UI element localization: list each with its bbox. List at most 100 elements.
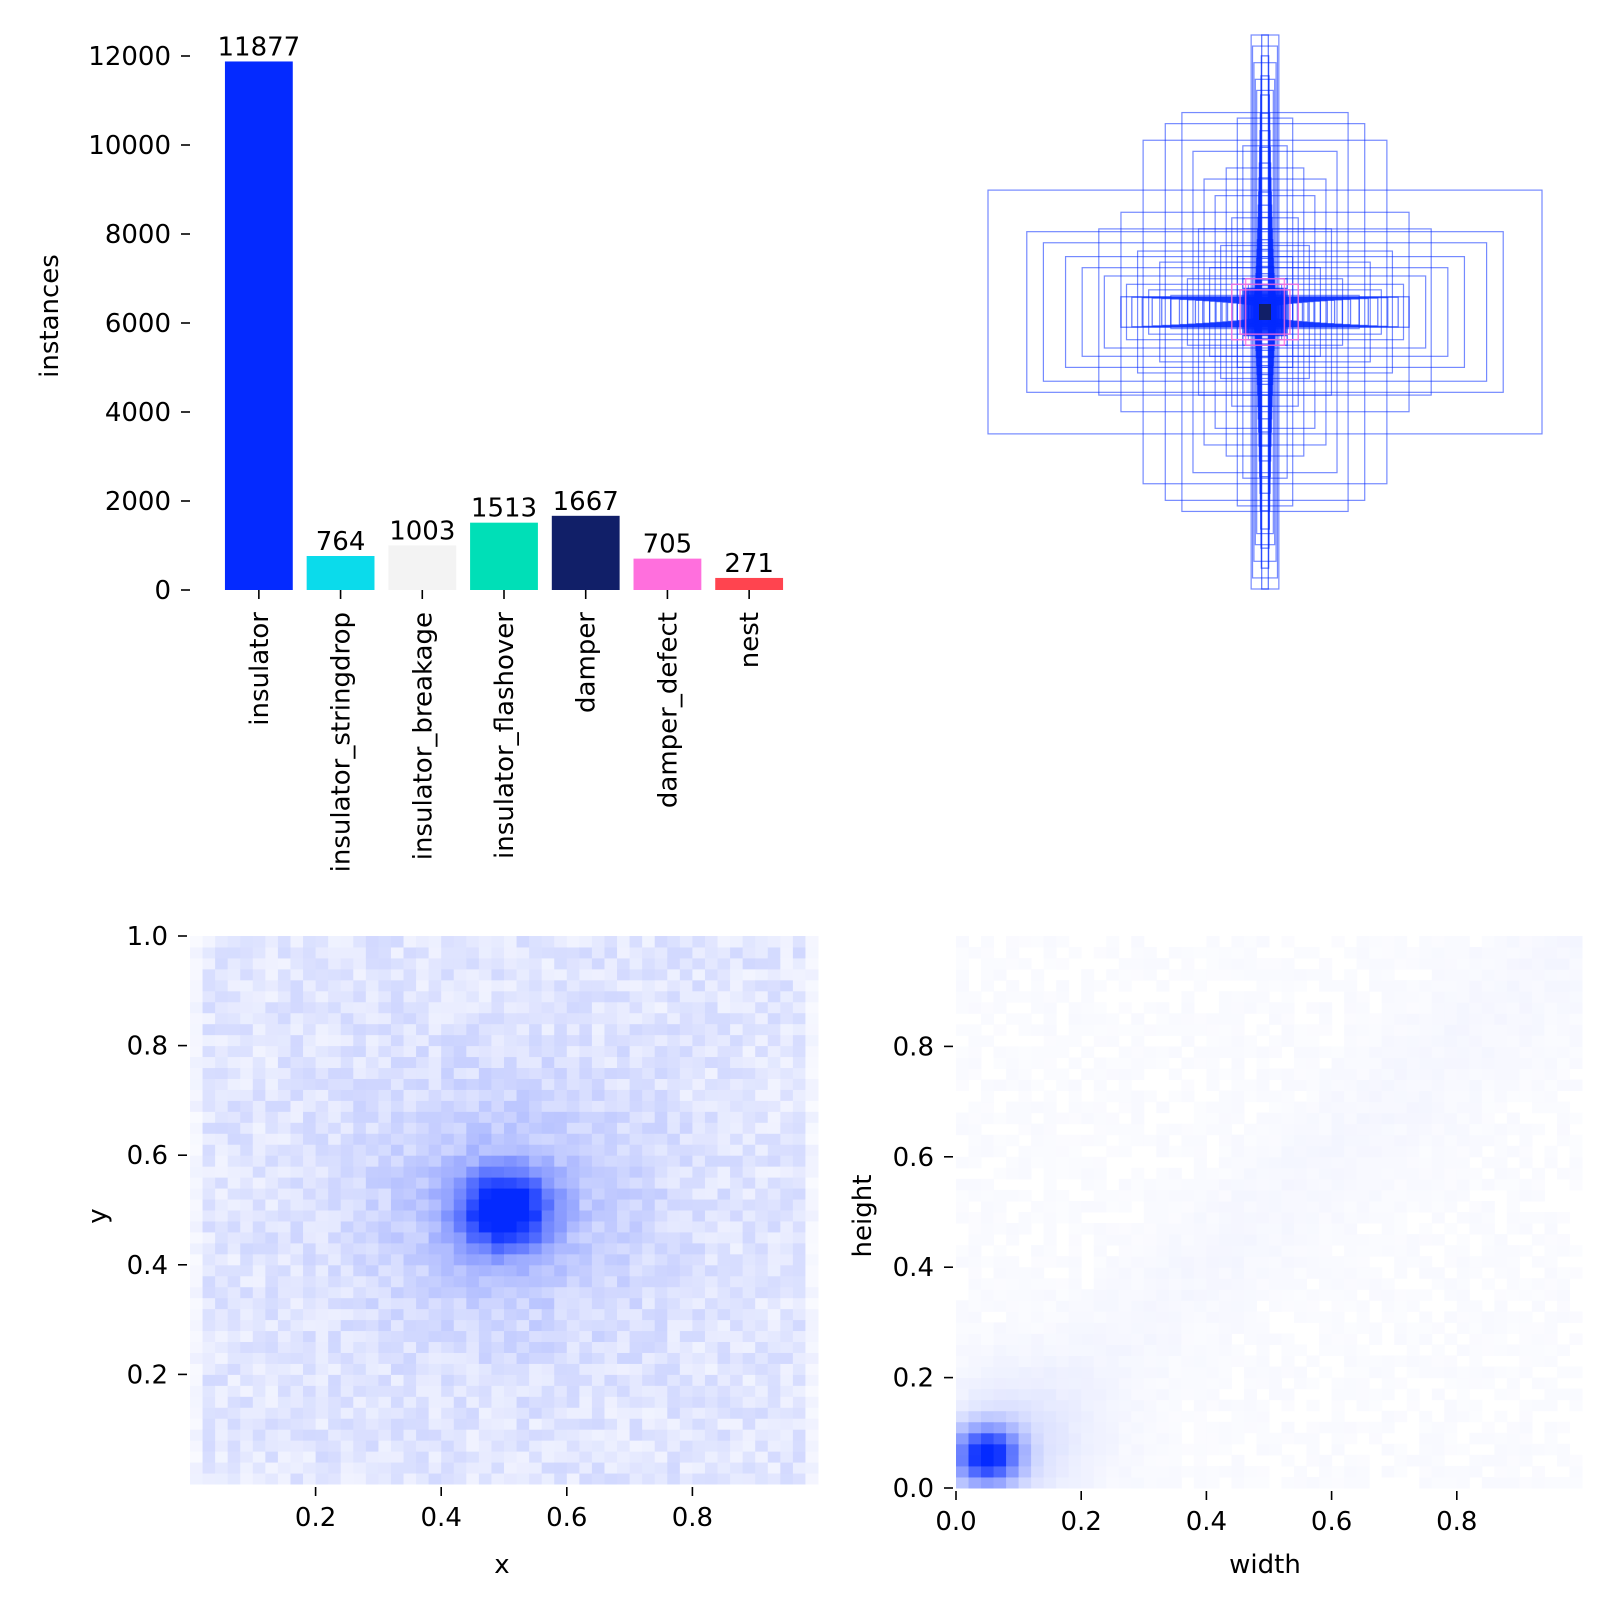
heatmap-cell bbox=[390, 1231, 405, 1244]
heatmap-cell bbox=[604, 1144, 618, 1156]
heatmap-cell bbox=[478, 1045, 492, 1058]
heatmap-cell bbox=[692, 1264, 706, 1277]
heatmap-cell bbox=[591, 1133, 605, 1145]
heatmap-cell bbox=[566, 1177, 580, 1189]
heatmap-cell bbox=[1218, 1101, 1232, 1114]
heatmap-cell bbox=[1118, 969, 1132, 981]
heatmap-cell bbox=[654, 1418, 668, 1430]
heatmap-cell bbox=[993, 1399, 1007, 1412]
heatmap-cell bbox=[667, 1253, 681, 1266]
heatmap-cell bbox=[504, 1352, 518, 1364]
heatmap-cell bbox=[315, 1220, 329, 1233]
heatmap-cell bbox=[478, 1297, 492, 1310]
heatmap-cell bbox=[491, 1286, 505, 1299]
heatmap-cell bbox=[504, 1451, 518, 1463]
heatmap-cell bbox=[453, 1418, 467, 1430]
heatmap-cell bbox=[554, 1253, 568, 1266]
heatmap-cell bbox=[1306, 1200, 1320, 1213]
heatmap-cell bbox=[767, 1177, 781, 1189]
heatmap-cell bbox=[1306, 1300, 1320, 1312]
heatmap-cell bbox=[215, 1067, 229, 1079]
heatmap-cell bbox=[1006, 1079, 1020, 1092]
heatmap-cell bbox=[1056, 1322, 1070, 1334]
heatmap-cell bbox=[617, 1242, 631, 1255]
heatmap-cell bbox=[1043, 1123, 1057, 1136]
heatmap-cell bbox=[1193, 1212, 1207, 1224]
heatmap-cell bbox=[792, 1056, 806, 1069]
heatmap-cell bbox=[215, 1253, 229, 1266]
heatmap-cell bbox=[679, 979, 693, 992]
heatmap-cell bbox=[1531, 1178, 1545, 1191]
heatmap-cell bbox=[554, 1166, 568, 1178]
heatmap-cell bbox=[554, 1133, 568, 1145]
heatmap-cell bbox=[240, 1473, 254, 1485]
heatmap-cell bbox=[956, 1311, 970, 1323]
heatmap-cell bbox=[1081, 1344, 1095, 1357]
heatmap-cell bbox=[1281, 1212, 1295, 1224]
heatmap-cell bbox=[617, 1451, 631, 1463]
heatmap-cell bbox=[1519, 1002, 1533, 1014]
heatmap-cell bbox=[353, 1264, 367, 1277]
heatmap-cell bbox=[1331, 1278, 1345, 1290]
heatmap-cell bbox=[529, 1133, 543, 1145]
heatmap-cell bbox=[642, 990, 656, 1003]
heatmap-cell bbox=[1243, 1267, 1257, 1279]
heatmap-cell bbox=[1456, 1300, 1470, 1312]
heatmap-cell bbox=[466, 1319, 480, 1332]
heatmap-cell bbox=[554, 1111, 568, 1123]
heatmap-cell bbox=[491, 1363, 505, 1375]
heatmap-cell bbox=[328, 936, 342, 948]
heatmap-cell bbox=[290, 1242, 304, 1255]
heatmap-cell bbox=[1156, 1013, 1170, 1025]
heatmap-cell bbox=[604, 1352, 618, 1364]
heatmap-cell bbox=[1256, 1068, 1270, 1081]
heatmap-cell bbox=[328, 1210, 342, 1222]
x-tick-label: 0.8 bbox=[672, 1503, 713, 1533]
heatmap-cell bbox=[1043, 1322, 1057, 1334]
heatmap-cell bbox=[516, 1352, 530, 1364]
heatmap-cell bbox=[1131, 1068, 1145, 1081]
heatmap-cell bbox=[1106, 1377, 1120, 1390]
heatmap-cell bbox=[365, 1451, 379, 1463]
heatmap-cell bbox=[1131, 1112, 1145, 1125]
heatmap-cell bbox=[554, 936, 568, 948]
heatmap-cell bbox=[1519, 1410, 1533, 1423]
heatmap-cell bbox=[780, 1166, 794, 1178]
heatmap-cell bbox=[277, 990, 291, 1003]
heatmap-cell bbox=[730, 1210, 744, 1222]
heatmap-cell bbox=[956, 1322, 970, 1334]
heatmap-cell bbox=[390, 1253, 405, 1266]
heatmap-cell bbox=[1294, 1035, 1308, 1047]
heatmap-cell bbox=[1444, 1432, 1458, 1445]
heatmap-cell bbox=[1419, 1189, 1433, 1202]
heatmap-cell bbox=[541, 1286, 555, 1299]
heatmap-cell bbox=[215, 1341, 229, 1353]
heatmap-cell bbox=[792, 1374, 806, 1386]
heatmap-cell bbox=[767, 1078, 781, 1090]
heatmap-cell bbox=[240, 1144, 254, 1156]
heatmap-cell bbox=[1006, 991, 1020, 1003]
heatmap-cell bbox=[390, 1330, 405, 1343]
heatmap-cell bbox=[604, 1319, 618, 1332]
heatmap-cell bbox=[1306, 1289, 1320, 1301]
heatmap-cell bbox=[441, 1210, 455, 1222]
heatmap-cell bbox=[441, 1155, 455, 1167]
heatmap-cell bbox=[805, 1012, 819, 1025]
heatmap-cell bbox=[1181, 1278, 1195, 1290]
heatmap-cell bbox=[1006, 1355, 1020, 1368]
heatmap-cell bbox=[1481, 969, 1495, 981]
heatmap-cell bbox=[591, 1374, 605, 1386]
heatmap-cell bbox=[378, 1188, 392, 1200]
heatmap-cell bbox=[1356, 1013, 1370, 1025]
heatmap-cell bbox=[591, 1001, 605, 1014]
heatmap-cell bbox=[1006, 958, 1020, 970]
heatmap-cell bbox=[441, 1242, 455, 1255]
heatmap-cell bbox=[390, 968, 405, 981]
heatmap-cell bbox=[579, 1385, 593, 1397]
heatmap-cell bbox=[1006, 1167, 1020, 1180]
heatmap-cell bbox=[1056, 1200, 1070, 1213]
heatmap-cell bbox=[692, 946, 706, 959]
heatmap-cell bbox=[1043, 1300, 1057, 1312]
heatmap-cell bbox=[340, 1352, 354, 1364]
heatmap-cell bbox=[353, 1210, 367, 1222]
